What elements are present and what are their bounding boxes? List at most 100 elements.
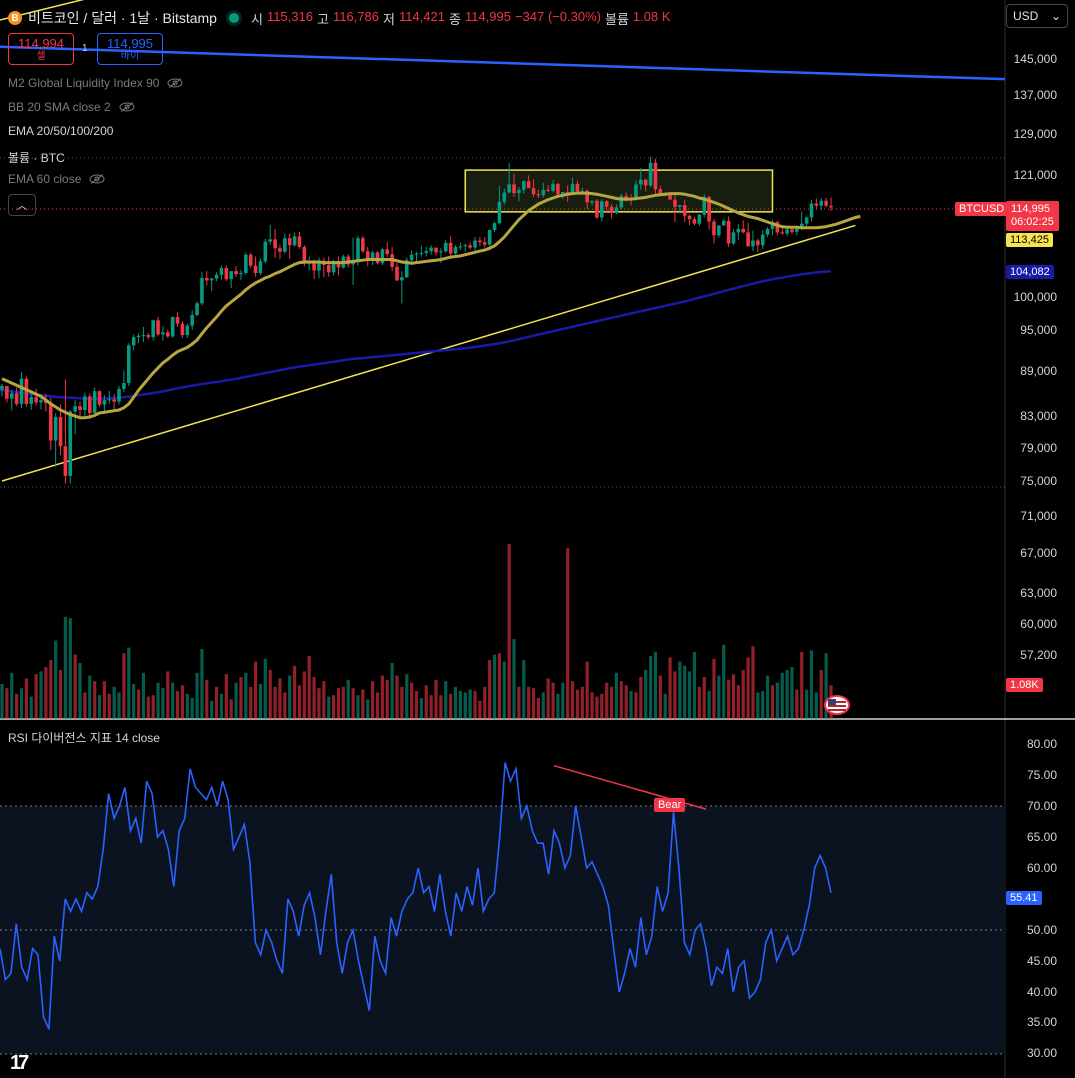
indicator-ema60[interactable]: EMA 60 close	[8, 172, 105, 186]
sell-button[interactable]: 114,994 셀	[8, 33, 74, 65]
indicator-volume[interactable]: 볼륨 · BTC	[8, 149, 65, 166]
candle-body	[717, 225, 721, 236]
volume-bar	[54, 640, 58, 719]
volume-bar	[151, 695, 155, 719]
candle-body	[790, 229, 794, 232]
eye-off-icon[interactable]	[119, 102, 135, 112]
indicator-label: 볼륨 · BTC	[8, 151, 65, 165]
indicator-label: M2 Global Liquidity Index 90	[8, 76, 160, 90]
candle-body	[136, 335, 141, 338]
candle-body	[117, 388, 121, 402]
indicator-bb[interactable]: BB 20 SMA close 2	[8, 100, 135, 114]
candle-body	[97, 391, 102, 405]
buy-label: 바이	[120, 51, 140, 62]
volume-bar	[668, 657, 672, 719]
candle-body	[180, 323, 185, 336]
indicator-m2[interactable]: M2 Global Liquidity Index 90	[8, 76, 183, 90]
candle-body	[244, 254, 248, 273]
candle-body	[751, 240, 755, 247]
volume-bar	[244, 672, 248, 719]
currency-select[interactable]: USD ⌄	[1006, 4, 1068, 28]
candle-body	[482, 242, 487, 245]
support-trendline	[1, 224, 856, 482]
volume-bar	[327, 696, 331, 719]
rsi-tick: 65.00	[1026, 830, 1057, 844]
candle-body	[161, 332, 165, 335]
volume-bar	[639, 677, 643, 719]
candle-body	[648, 162, 653, 186]
indicator-ema[interactable]: EMA 20/50/100/200	[8, 124, 113, 138]
candle-body	[14, 393, 19, 404]
candle-body	[39, 400, 43, 403]
candle-body	[175, 317, 180, 324]
us-flag-icon[interactable]	[824, 695, 850, 715]
volume-bar	[551, 682, 555, 719]
rsi-tick: 60.00	[1026, 861, 1057, 875]
rsi-tick: 50.00	[1026, 923, 1057, 937]
price-tick: 79,000	[1020, 441, 1057, 455]
rsi-tick: 75.00	[1026, 768, 1057, 782]
price-tick: 89,000	[1020, 364, 1057, 378]
volume-bar	[517, 686, 521, 719]
volume-bar	[507, 544, 511, 719]
volume-bar	[502, 661, 506, 719]
candle-body	[731, 232, 736, 244]
close-value: 114,995	[464, 8, 511, 24]
ema200-line	[0, 269, 832, 400]
candle-body	[551, 183, 555, 191]
eye-off-icon[interactable]	[89, 174, 105, 184]
market-status-icon[interactable]	[228, 13, 239, 23]
candle-body	[619, 195, 624, 208]
candle-body	[624, 195, 628, 198]
candle-body	[404, 260, 409, 278]
volume-bar	[522, 660, 526, 719]
volume-bar	[717, 675, 721, 719]
bitcoin-icon: B	[8, 11, 22, 25]
volume-bar	[492, 654, 497, 719]
volume-bar	[341, 686, 345, 719]
volume-bar	[590, 692, 594, 719]
volume-bar	[380, 675, 384, 719]
candle-body	[580, 190, 585, 192]
volume-bar	[512, 639, 516, 719]
volume-bar	[453, 686, 458, 719]
candle-body	[429, 247, 433, 252]
candle-body	[809, 203, 814, 218]
volume-bar	[136, 689, 141, 719]
volume-bar	[527, 686, 531, 719]
candle-body	[819, 200, 824, 206]
volume-bar	[351, 688, 355, 719]
rsi-title[interactable]: RSI 다이버전스 지표 14 close	[8, 731, 160, 745]
last-price-tag[interactable]: 114,995 06:02:25	[1006, 201, 1059, 231]
symbol-tag[interactable]: BTCUSD	[955, 202, 1009, 216]
sell-price: 114,994	[17, 36, 65, 51]
symbol-title[interactable]: 비트코인 / 달러 · 1날 · Bitstamp	[28, 10, 217, 26]
candle-body	[565, 191, 570, 193]
candle-body	[302, 246, 307, 264]
price-tick: 83,000	[1020, 409, 1057, 423]
volume-bar	[44, 667, 48, 719]
eye-off-icon[interactable]	[167, 78, 183, 88]
volume-bar	[390, 663, 394, 719]
volume-bar	[780, 672, 784, 719]
candle-body	[268, 239, 273, 242]
tradingview-logo[interactable]: 17	[10, 1052, 29, 1074]
ema200-price-tag: 104,082	[1006, 265, 1054, 279]
candle-body	[146, 335, 151, 338]
low-value: 114,421	[398, 8, 445, 24]
volume-bar	[678, 661, 682, 719]
price-tick: 57,200	[1020, 648, 1057, 662]
collapse-legend-button[interactable]: ︿	[8, 194, 36, 216]
volume-bar	[410, 682, 414, 719]
candle-body	[156, 320, 160, 335]
volume-bar	[800, 651, 804, 719]
candle-body	[502, 192, 507, 202]
candle-body	[604, 201, 609, 207]
buy-button[interactable]: 114,995 바이	[97, 33, 163, 65]
change-value: −347 (−0.30%)	[514, 8, 601, 24]
candle-body	[214, 274, 219, 279]
candle-body	[141, 335, 146, 337]
candle-body	[292, 236, 297, 246]
candle-body	[546, 189, 550, 191]
